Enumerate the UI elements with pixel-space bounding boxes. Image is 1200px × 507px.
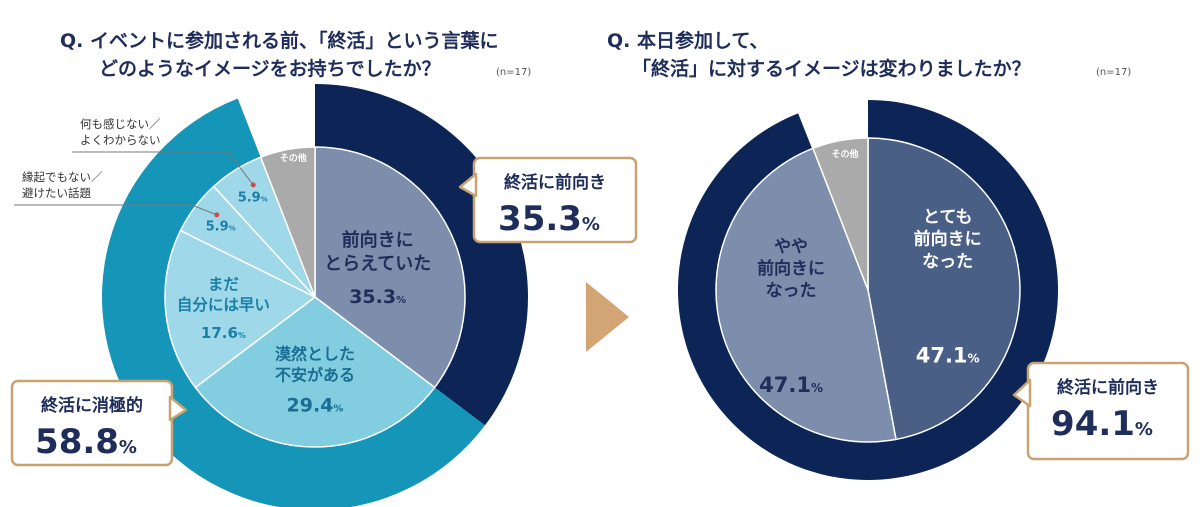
slice-value: 5.9% xyxy=(238,190,268,205)
leader-dot xyxy=(214,212,220,218)
chart-right-title-line: Q. 本日参加して、 xyxy=(607,29,768,52)
callout-title: 終活に消極的 xyxy=(41,395,143,416)
chart-right: Q. 本日参加して、「終活」に対するイメージは変わりましたか？ (n=17) とても… xyxy=(607,29,1190,480)
pct-symbol: % xyxy=(396,295,406,306)
slice-label: とても xyxy=(923,208,973,228)
callout-frame xyxy=(1026,361,1190,461)
callout-title: 終活に前向き xyxy=(1057,377,1159,398)
pct-symbol: % xyxy=(811,381,823,395)
arrow-icon xyxy=(586,282,629,352)
slice-label: とらえていた xyxy=(324,253,431,274)
leader-line xyxy=(72,151,254,186)
slice-value: 35.3% xyxy=(349,286,406,308)
pct-symbol: % xyxy=(968,352,980,366)
slice-label: なった xyxy=(766,281,817,301)
pie-slice xyxy=(194,296,436,448)
slice-value: 5.9% xyxy=(206,220,236,235)
pie-slice xyxy=(164,229,317,389)
leader-dot xyxy=(250,182,256,188)
pct-symbol: % xyxy=(1135,419,1153,440)
pie-slice xyxy=(259,146,316,298)
chart-left-n-label: (n=17) xyxy=(496,67,531,78)
slice-label: 不安がある xyxy=(275,365,355,384)
pct-symbol: % xyxy=(238,331,246,340)
chart-right-title-line: 「終活」に対するイメージは変わりましたか？ xyxy=(632,57,1031,80)
pct-symbol: % xyxy=(119,437,137,458)
chart-left-title-line: Q. イベントに参加される前、「終活」という言葉に xyxy=(60,29,499,52)
callout-pointer xyxy=(168,395,188,422)
slice-label: やや xyxy=(774,237,808,257)
slice-label: まだ xyxy=(208,276,240,294)
pie-slice xyxy=(715,147,897,443)
callout-title: 終活に前向き xyxy=(504,172,606,193)
callout-pointer xyxy=(458,172,478,198)
pct-symbol: % xyxy=(229,225,236,233)
pie-slice xyxy=(314,146,466,389)
callout-frame xyxy=(472,156,638,244)
callout-frame xyxy=(10,379,174,467)
chart-right-n-label: (n=17) xyxy=(1096,67,1131,78)
slice-label: その他 xyxy=(280,152,307,164)
external-slice-label: 避けたい話題 xyxy=(22,186,91,200)
pie-slice xyxy=(867,137,1021,441)
slice-label: 前向きに xyxy=(914,229,982,250)
slice-label: 前向きに xyxy=(757,258,825,279)
external-slice-label: よくわからない xyxy=(80,133,161,147)
slice-label: なった xyxy=(922,252,973,272)
slice-label: 自分には早い xyxy=(177,295,270,314)
slice-value: 29.4% xyxy=(287,395,344,417)
pie-slice xyxy=(812,137,869,291)
external-slice-label: 縁起でもない／ xyxy=(22,170,103,184)
pct-symbol: % xyxy=(261,195,268,203)
callout-pointer xyxy=(1012,378,1032,408)
slice-value: 17.6% xyxy=(201,324,246,342)
chart-left-title-line: どのようなイメージをお持ちでしたか？ xyxy=(99,57,441,80)
slice-label: 前向きに xyxy=(342,229,414,251)
chart-left: Q. イベントに参加される前、「終活」という言葉にどのようなイメージをお持ちでし… xyxy=(10,29,638,507)
slice-label: その他 xyxy=(831,148,858,160)
pct-symbol: % xyxy=(582,214,600,235)
external-slice-label: 何も感じない／ xyxy=(80,117,161,131)
slice-label: 漠然とした xyxy=(275,345,355,364)
pct-symbol: % xyxy=(333,404,343,415)
leader-line xyxy=(14,204,217,216)
